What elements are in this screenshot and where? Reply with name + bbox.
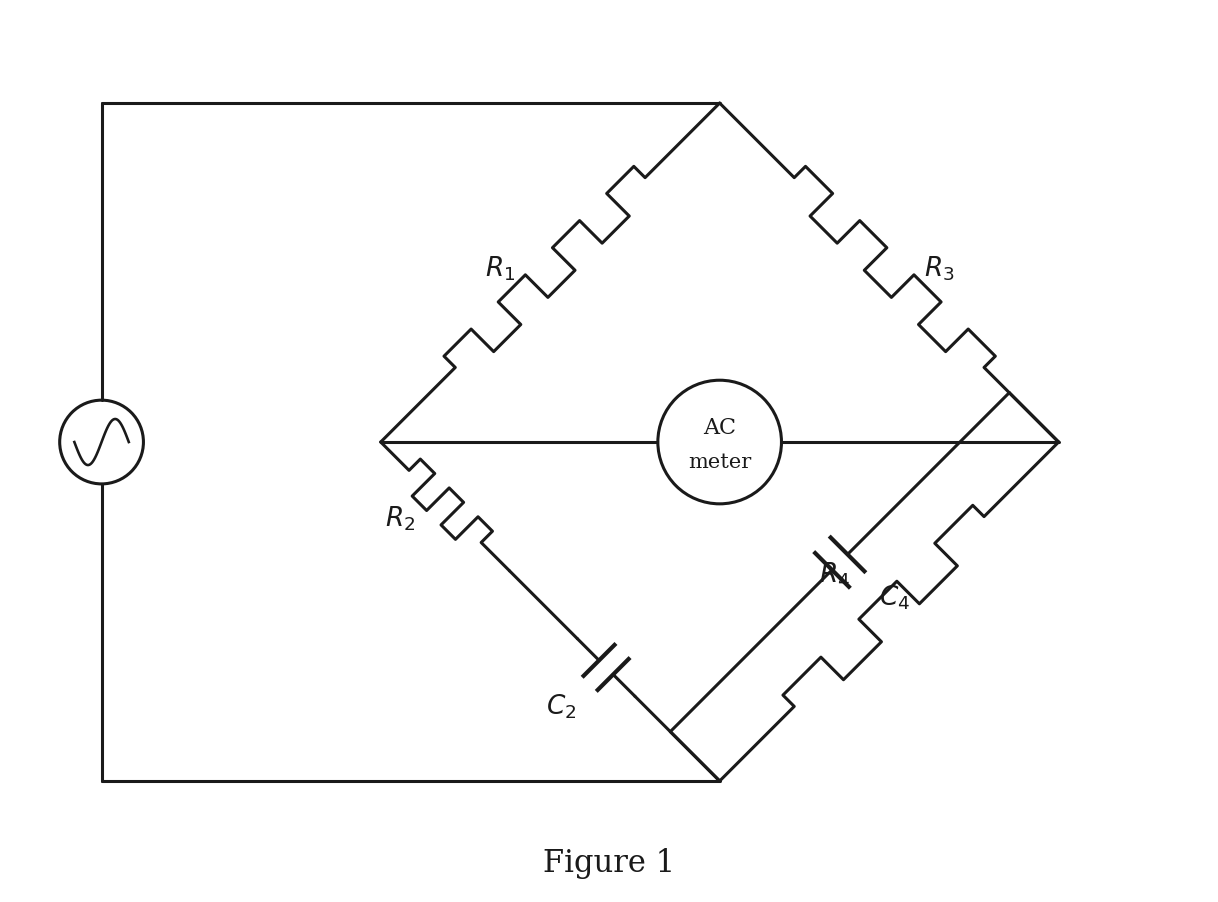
Text: Figure 1: Figure 1 [543,847,675,879]
Text: $R_1$: $R_1$ [485,254,515,282]
Circle shape [658,381,782,504]
Text: $C_4$: $C_4$ [879,584,910,612]
Text: AC: AC [703,417,736,438]
Text: meter: meter [688,453,752,472]
Text: $R_3$: $R_3$ [923,254,954,282]
Text: $R_4$: $R_4$ [818,560,850,588]
Text: $C_2$: $C_2$ [546,691,576,720]
Text: $R_2$: $R_2$ [385,504,415,532]
